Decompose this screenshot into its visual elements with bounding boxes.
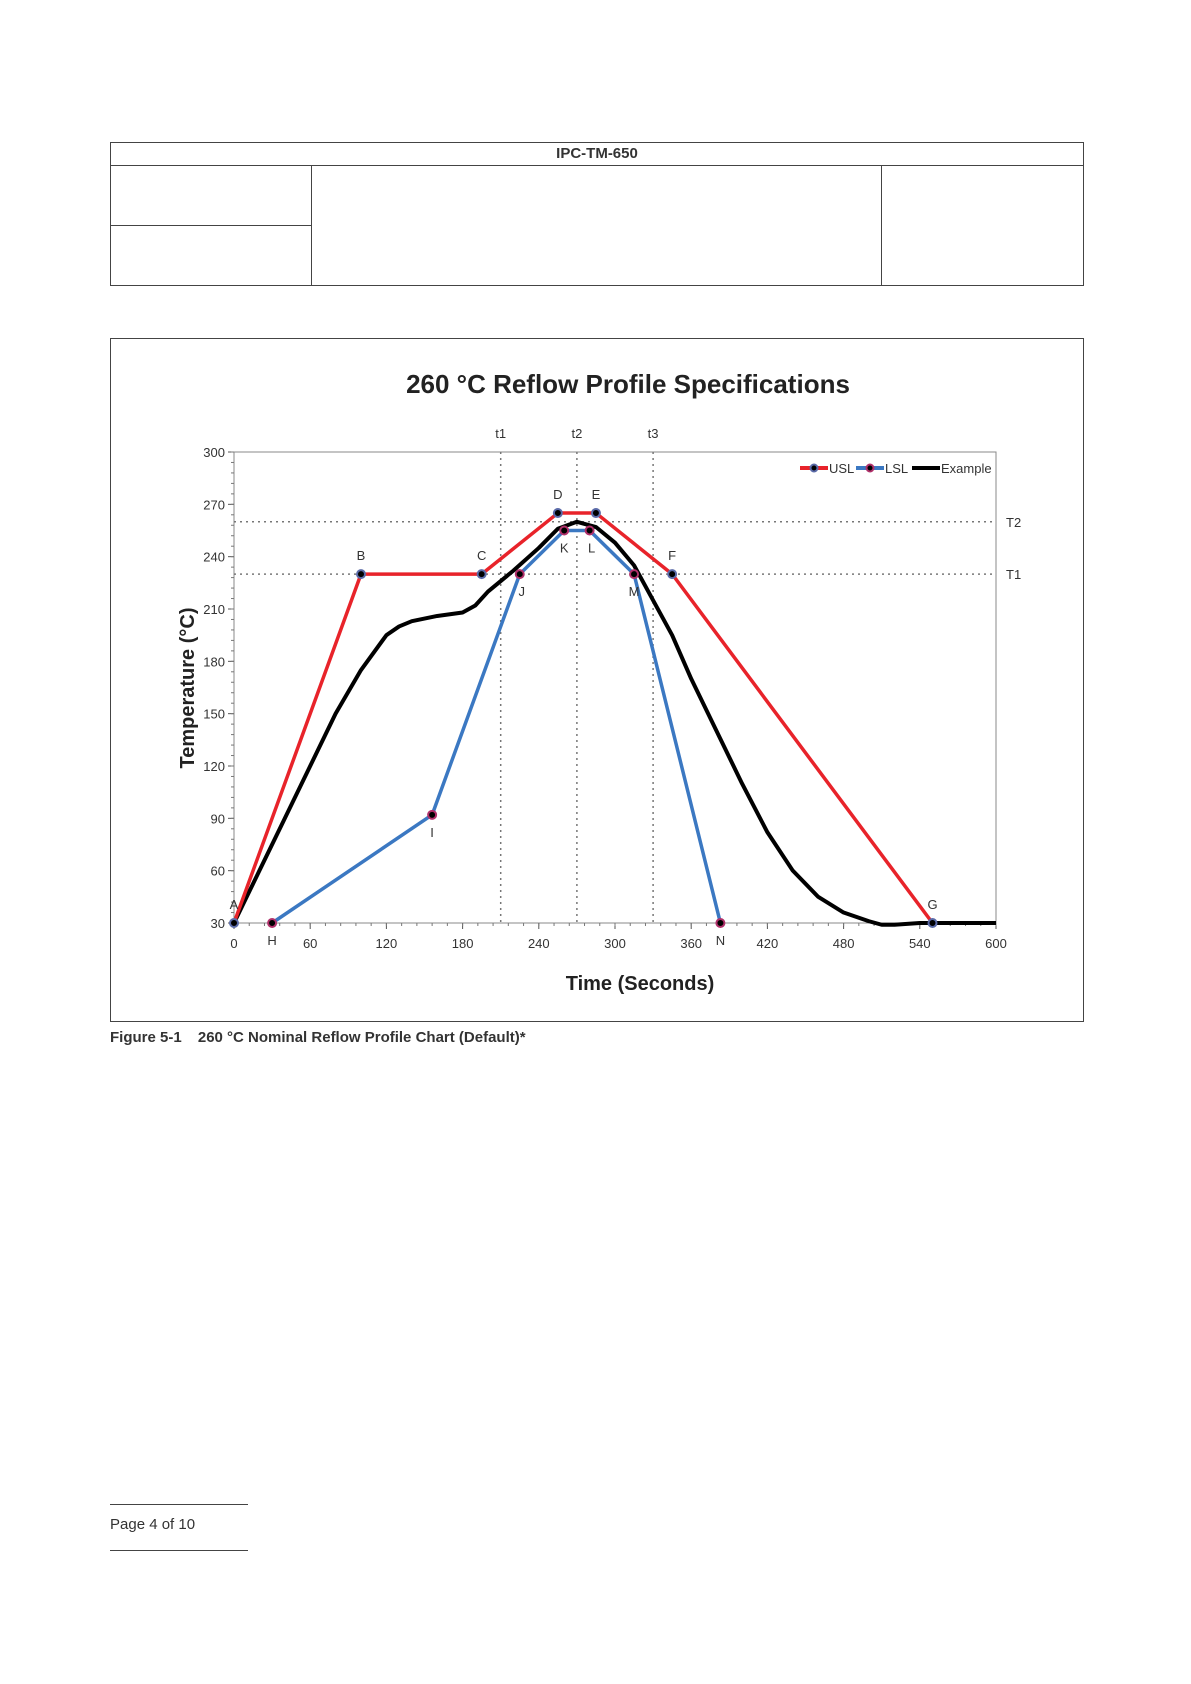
- figure-title: 260 °C Nominal Reflow Profile Chart (Def…: [197, 1029, 526, 1046]
- data-point-H: [267, 918, 278, 928]
- data-point-M: [629, 569, 640, 580]
- legend-label-lsl: LSL: [885, 461, 908, 476]
- x-tick-label: 480: [833, 936, 855, 951]
- y-tick-label: 210: [203, 602, 225, 617]
- data-point-D: [552, 508, 563, 519]
- data-point-F: [667, 569, 678, 580]
- point-label-B: B: [357, 548, 366, 563]
- data-point-N: [715, 918, 726, 928]
- data-point-J: [514, 569, 525, 580]
- ref-label-t3: t3: [648, 426, 659, 441]
- figure-number: Figure 5-1: [110, 1029, 182, 1046]
- page-number: Page 4 of 10: [110, 1516, 196, 1533]
- y-tick-label: 270: [203, 497, 225, 512]
- data-point-C: [476, 569, 487, 580]
- point-label-J: J: [519, 584, 526, 599]
- y-tick-label: 300: [203, 445, 225, 460]
- y-tick-label: 30: [211, 916, 225, 931]
- ref-label-t1: t1: [495, 426, 506, 441]
- x-tick-label: 60: [303, 936, 317, 951]
- point-label-N: N: [716, 933, 725, 948]
- y-tick-label: 60: [211, 864, 225, 879]
- data-point-E: [590, 508, 601, 519]
- point-label-G: G: [927, 897, 937, 912]
- divider: [110, 1550, 248, 1551]
- x-tick-label: 180: [452, 936, 474, 951]
- point-label-K: K: [560, 541, 569, 556]
- point-label-E: E: [592, 487, 601, 502]
- divider: [881, 165, 882, 285]
- x-tick-label: 300: [604, 936, 626, 951]
- point-label-M: M: [629, 584, 640, 599]
- chart-title: 260 °C Reflow Profile Specifications: [406, 369, 850, 399]
- legend-label-example: Example: [941, 461, 992, 476]
- data-point-A: [229, 918, 239, 928]
- x-axis-label: Time (Seconds): [566, 973, 715, 995]
- data-point-L: [584, 525, 595, 536]
- divider: [110, 1504, 248, 1505]
- y-tick-label: 120: [203, 759, 225, 774]
- x-tick-label: 360: [680, 936, 702, 951]
- series-example-line: [232, 519, 996, 927]
- y-tick-label: 240: [203, 550, 225, 565]
- data-point-G: [927, 918, 938, 928]
- document-id: IPC-TM-650: [111, 143, 1083, 166]
- data-point-K: [559, 525, 570, 536]
- point-label-H: H: [267, 933, 276, 948]
- data-point-B: [356, 569, 366, 580]
- ref-label-T1: T1: [1006, 567, 1021, 582]
- point-label-F: F: [668, 548, 676, 563]
- data-point-I: [427, 809, 438, 820]
- chart-frame: [110, 338, 1084, 1022]
- point-label-C: C: [477, 548, 486, 563]
- series-lsl-line: [271, 528, 723, 925]
- point-label-L: L: [588, 541, 595, 556]
- point-label-I: I: [430, 825, 434, 840]
- y-axis-label: Temperature (°C): [177, 608, 199, 769]
- x-tick-label: 600: [985, 936, 1007, 951]
- legend-label-usl: USL: [829, 461, 854, 476]
- figure-caption: Figure 5-1 260 °C Nominal Reflow Profile…: [110, 1029, 538, 1046]
- legend-marker: [865, 463, 875, 473]
- point-label-D: D: [553, 487, 562, 502]
- document-header-table: IPC-TM-650: [110, 142, 1084, 286]
- y-tick-label: 180: [203, 654, 225, 669]
- ref-label-T2: T2: [1006, 515, 1021, 530]
- legend-marker: [809, 463, 819, 473]
- y-tick-label: 90: [211, 811, 225, 826]
- divider: [311, 165, 312, 285]
- x-tick-label: 0: [230, 936, 237, 951]
- reflow-profile-chart: 260 °C Reflow Profile Specifications 30 60…: [177, 369, 1021, 995]
- x-tick-label: 420: [757, 936, 779, 951]
- point-label-A: A: [230, 897, 239, 912]
- x-tick-label: 240: [528, 936, 550, 951]
- ref-label-t2: t2: [571, 426, 582, 441]
- y-tick-label: 150: [203, 707, 225, 722]
- divider: [111, 225, 311, 226]
- x-tick-label: 540: [909, 936, 931, 951]
- x-tick-label: 120: [376, 936, 398, 951]
